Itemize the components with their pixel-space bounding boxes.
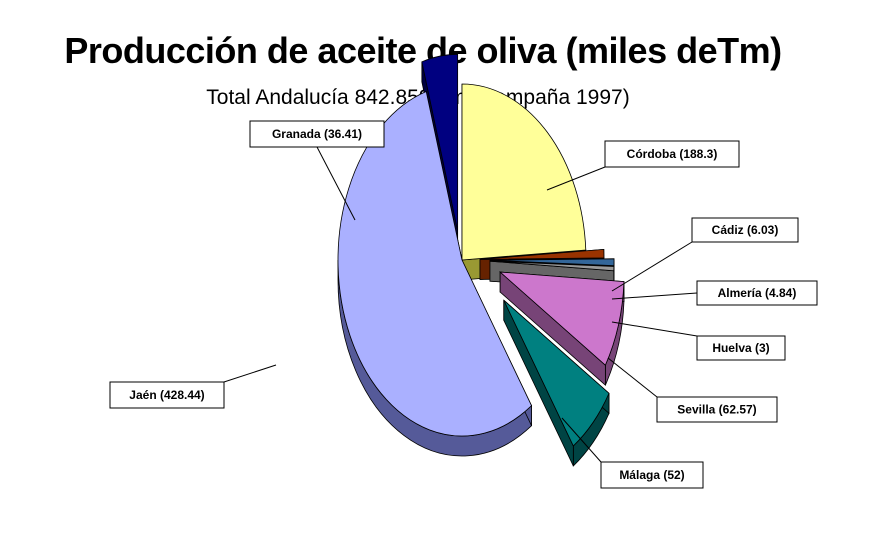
- leader-malaga: [561, 417, 602, 463]
- slice-top-malaga: [503, 299, 610, 447]
- leader-cadiz: [611, 241, 693, 292]
- slice-labels: Córdoba (188.3) Cádiz (6.03) Almería (4.84…: [109, 120, 818, 489]
- pie-slices: [337, 53, 625, 467]
- slice-malaga: [503, 299, 610, 467]
- label-jaen: Jaén (428.44): [129, 388, 204, 402]
- label-granada: Granada (36.41): [272, 127, 362, 141]
- leader-sevilla: [607, 357, 658, 398]
- slice-top-huelva: [489, 260, 615, 272]
- leader-granada: [316, 146, 356, 221]
- slice-top-granada: [421, 53, 459, 231]
- label-box-cordoba: [604, 140, 740, 168]
- label-box-cadiz: [691, 217, 799, 243]
- leader-cordoba: [546, 166, 606, 191]
- leader-almeria: [611, 292, 698, 300]
- label-cordoba: Córdoba (188.3): [627, 147, 718, 161]
- leader-jaen: [223, 364, 277, 383]
- label-box-malaga: [600, 461, 704, 489]
- slice-top-cordoba: [461, 83, 587, 261]
- label-malaga: Málaga (52): [619, 468, 684, 482]
- slice-jaen: [337, 90, 533, 457]
- label-box-almeria: [696, 280, 818, 306]
- label-box-sevilla: [656, 396, 778, 423]
- label-huelva: Huelva (3): [712, 341, 769, 355]
- leader-huelva: [611, 321, 698, 337]
- label-box-jaen: [109, 381, 225, 409]
- label-box-granada: [249, 120, 385, 148]
- label-almeria: Almería (4.84): [718, 286, 797, 300]
- label-box-huelva: [696, 335, 786, 361]
- slice-top-cadiz: [479, 248, 605, 260]
- slice-top-almeria: [489, 258, 615, 267]
- label-sevilla: Sevilla (62.57): [677, 403, 756, 417]
- slice-sevilla: [498, 271, 625, 387]
- label-cadiz: Cádiz (6.03): [712, 223, 779, 237]
